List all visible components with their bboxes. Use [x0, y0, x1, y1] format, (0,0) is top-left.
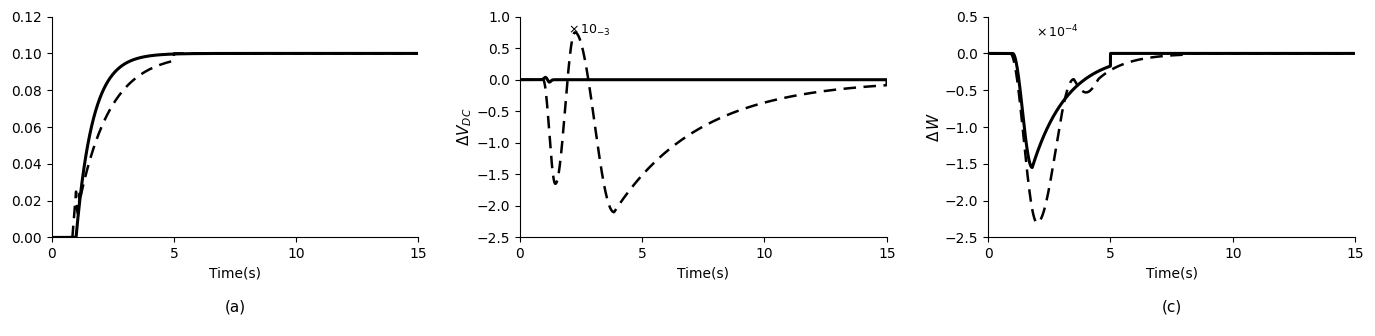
Text: $\times\,10_{-3}$: $\times\,10_{-3}$	[568, 23, 610, 38]
X-axis label: Time(s): Time(s)	[1145, 267, 1198, 281]
Y-axis label: $\Delta V_{DC}$: $\Delta V_{DC}$	[455, 108, 474, 146]
Text: (c): (c)	[1162, 299, 1181, 314]
X-axis label: Time(s): Time(s)	[678, 267, 729, 281]
Text: $\times\,10^{-4}$: $\times\,10^{-4}$	[1035, 23, 1079, 40]
X-axis label: Time(s): Time(s)	[209, 267, 261, 281]
Text: (a): (a)	[224, 299, 246, 314]
Y-axis label: $\Delta\,W$: $\Delta\,W$	[927, 112, 942, 142]
